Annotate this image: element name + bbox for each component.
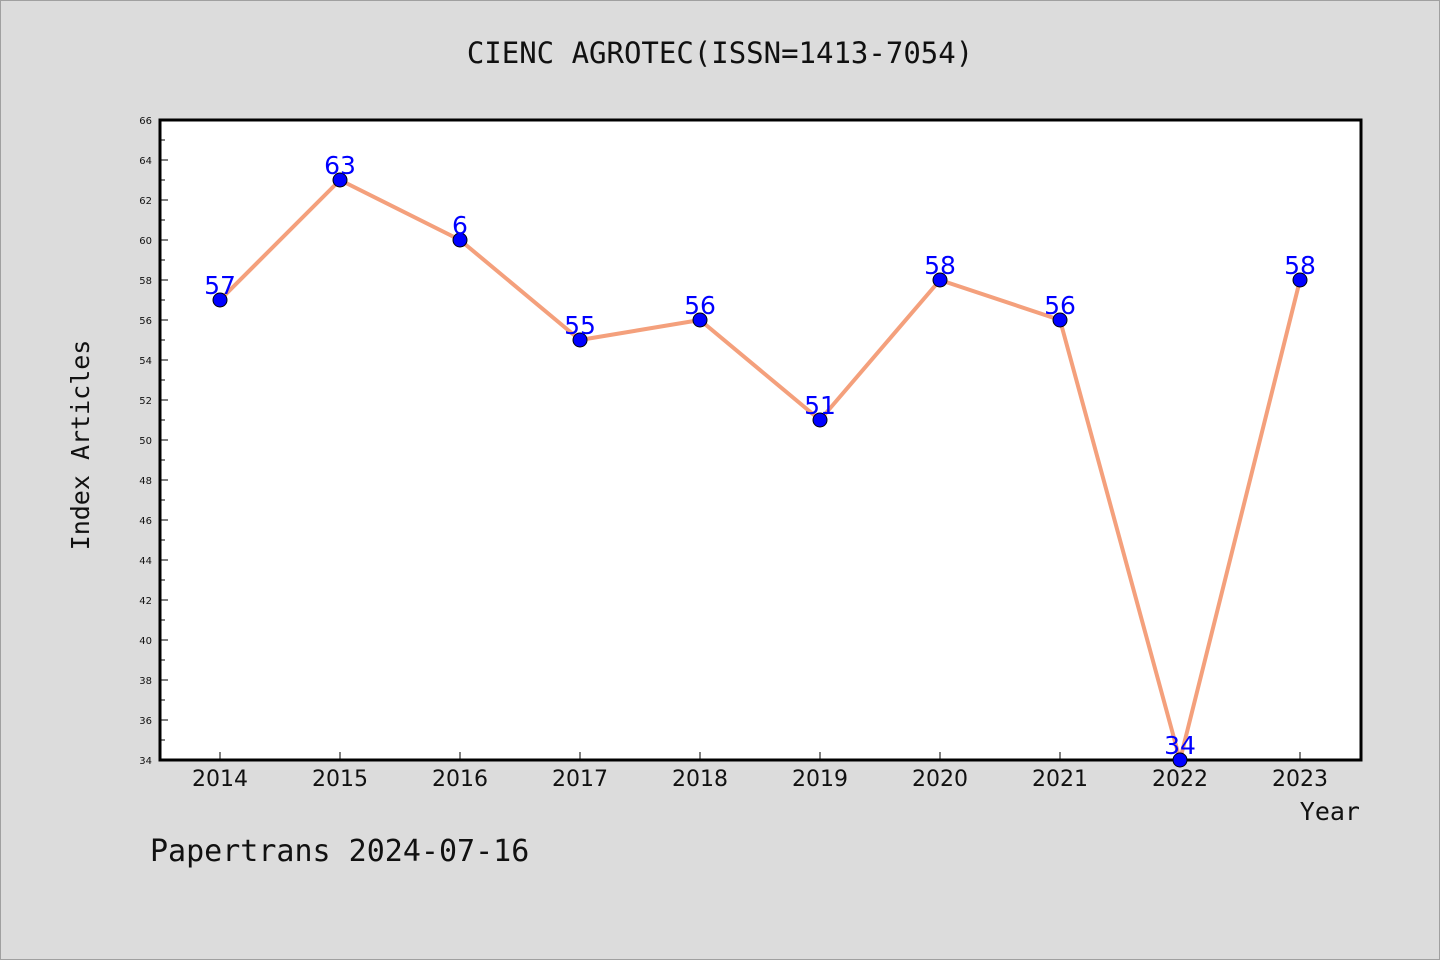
x-tick-label: 2021 xyxy=(1032,767,1088,792)
y-tick-label: 40 xyxy=(139,636,152,647)
y-tick-label: 38 xyxy=(139,676,152,687)
series-line xyxy=(218,178,1302,762)
footer-credit: Papertrans 2024-07-16 xyxy=(150,834,530,869)
data-point xyxy=(572,332,588,348)
series-index-articles xyxy=(212,172,1308,768)
y-tick-label: 62 xyxy=(139,196,152,207)
y-tick-label: 50 xyxy=(139,436,152,447)
data-point xyxy=(1172,752,1188,768)
data-label: 6 xyxy=(452,211,468,240)
plot-area xyxy=(158,118,1363,762)
y-tick-label: 42 xyxy=(139,596,152,607)
y-tick-label: 64 xyxy=(139,156,152,167)
y-tick-label: 46 xyxy=(139,516,152,527)
data-label: 56 xyxy=(1044,291,1076,320)
x-tick-label: 2020 xyxy=(912,767,968,792)
y-axis-label: Index Articles xyxy=(66,340,95,551)
data-label: 58 xyxy=(1284,251,1316,280)
data-label: 34 xyxy=(1164,731,1196,760)
data-label: 57 xyxy=(204,271,236,300)
x-tick-label: 2019 xyxy=(792,767,848,792)
x-axis: 2014 2015 2016 2017 2018 2019 2020 2021 2022 2023 xyxy=(192,752,1328,792)
data-label: 55 xyxy=(564,311,596,340)
x-tick-label: 2017 xyxy=(552,767,608,792)
data-label: 51 xyxy=(804,391,836,420)
y-tick-label: 60 xyxy=(139,236,152,247)
chart-title: CIENC AGROTEC(ISSN=1413-7054) xyxy=(466,36,974,70)
y-tick-label: 66 xyxy=(139,116,152,127)
y-tick-label: 36 xyxy=(139,716,152,727)
x-tick-label: 2023 xyxy=(1272,767,1328,792)
x-tick-label: 2014 xyxy=(192,767,248,792)
x-tick-label: 2022 xyxy=(1152,767,1208,792)
y-tick-label: 54 xyxy=(139,356,152,367)
x-tick-label: 2018 xyxy=(672,767,728,792)
data-labels: 57 63 6 55 56 51 58 56 34 58 xyxy=(204,151,1316,760)
y-tick-label: 52 xyxy=(139,396,152,407)
data-point xyxy=(932,272,948,288)
y-tick-label: 48 xyxy=(139,476,152,487)
x-tick-label: 2016 xyxy=(432,767,488,792)
data-label: 56 xyxy=(684,291,716,320)
data-point xyxy=(1292,272,1308,288)
x-tick-label: 2015 xyxy=(312,767,368,792)
data-point xyxy=(1052,312,1068,328)
data-point xyxy=(812,412,828,428)
data-point xyxy=(332,172,348,188)
y-axis: 34 36 38 40 42 44 46 48 50 52 54 56 58 60 62 64 66 xyxy=(139,116,168,767)
data-label: 58 xyxy=(924,251,956,280)
data-point xyxy=(212,292,228,308)
y-tick-label: 56 xyxy=(139,316,152,327)
data-point xyxy=(692,312,708,328)
y-tick-label: 34 xyxy=(139,756,152,767)
x-axis-label: Year xyxy=(1300,797,1360,826)
data-label: 63 xyxy=(324,151,356,180)
y-tick-label: 58 xyxy=(139,276,152,287)
data-point xyxy=(452,232,468,248)
y-tick-label: 44 xyxy=(139,556,152,567)
